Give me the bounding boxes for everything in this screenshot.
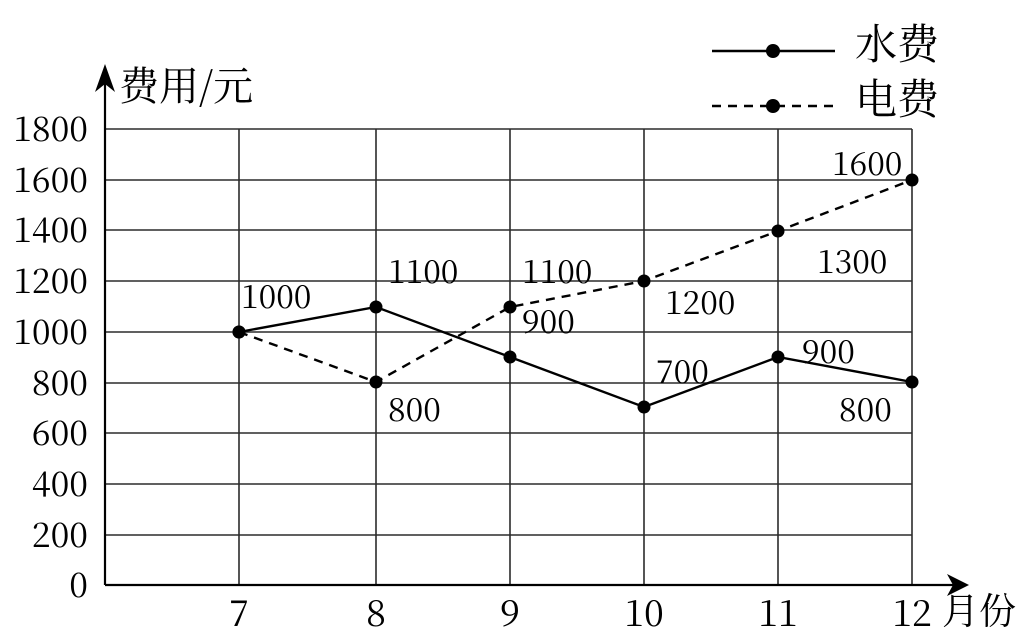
svg-text:8: 8 bbox=[366, 586, 386, 632]
svg-text:1400: 1400 bbox=[13, 203, 88, 252]
svg-text:1000: 1000 bbox=[241, 272, 311, 318]
svg-text:600: 600 bbox=[32, 406, 88, 455]
svg-text:800: 800 bbox=[32, 356, 88, 405]
svg-text:1000: 1000 bbox=[13, 305, 88, 354]
svg-text:费用/元: 费用/元 bbox=[119, 55, 253, 112]
svg-text:1600: 1600 bbox=[832, 139, 902, 185]
svg-text:1800: 1800 bbox=[13, 102, 88, 151]
svg-text:800: 800 bbox=[388, 385, 441, 431]
svg-text:电费: 电费 bbox=[855, 67, 941, 127]
svg-text:1200: 1200 bbox=[13, 254, 88, 303]
svg-text:1100: 1100 bbox=[388, 247, 458, 293]
svg-text:11: 11 bbox=[758, 586, 798, 632]
svg-text:200: 200 bbox=[32, 508, 88, 557]
svg-text:1300: 1300 bbox=[817, 237, 887, 283]
svg-text:10: 10 bbox=[624, 586, 664, 632]
svg-text:1200: 1200 bbox=[665, 278, 735, 324]
svg-text:800: 800 bbox=[839, 385, 892, 431]
svg-text:900: 900 bbox=[802, 327, 855, 373]
svg-text:0: 0 bbox=[69, 558, 88, 607]
svg-text:9: 9 bbox=[500, 586, 520, 632]
svg-text:7: 7 bbox=[229, 586, 249, 632]
svg-text:1100: 1100 bbox=[522, 247, 592, 293]
svg-text:900: 900 bbox=[522, 297, 575, 343]
svg-text:12: 12 bbox=[892, 586, 932, 632]
svg-text:400: 400 bbox=[32, 457, 88, 506]
svg-text:1600: 1600 bbox=[13, 153, 88, 202]
svg-text:月份: 月份 bbox=[942, 581, 1016, 632]
svg-text:水费: 水费 bbox=[855, 12, 941, 72]
svg-text:700: 700 bbox=[656, 347, 709, 393]
